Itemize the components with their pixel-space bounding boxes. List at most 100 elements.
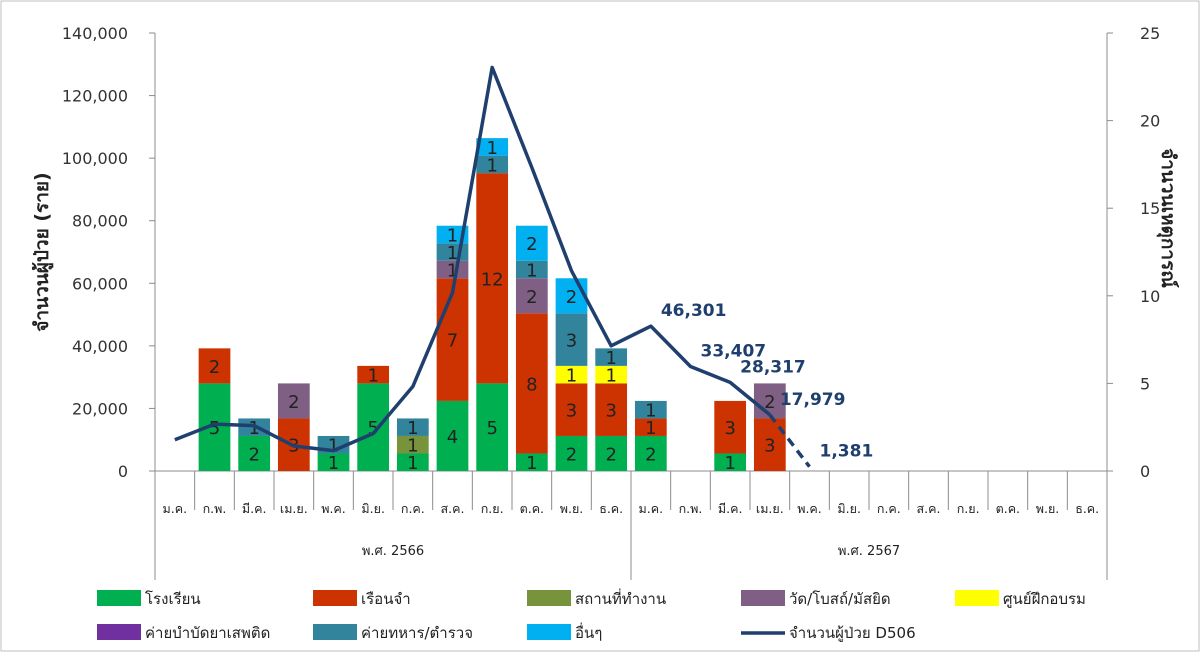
bar-segment xyxy=(515,453,548,471)
legend-label: วัด/โบสถ์/มัสยิด xyxy=(789,590,891,608)
bar-data-label: 4 xyxy=(447,427,458,448)
x-month-label: ก.ย. xyxy=(481,501,504,516)
bar-data-label: 2 xyxy=(526,234,537,255)
bar-segment xyxy=(515,225,548,261)
line-data-label: 33,407 xyxy=(701,341,767,361)
bar-data-label: 1 xyxy=(447,225,458,246)
x-month-label: เม.ย. xyxy=(280,501,308,516)
x-month-label: ก.ค. xyxy=(877,501,901,516)
bar-segment xyxy=(436,400,469,471)
x-month-label: ม.ค. xyxy=(639,501,664,516)
bar-segment xyxy=(595,365,628,384)
x-month-label: มี.ค. xyxy=(242,501,267,516)
bar-data-label: 1 xyxy=(248,418,259,439)
bar-data-label: 5 xyxy=(367,418,378,439)
bar-data-label: 1 xyxy=(526,261,537,282)
y-right-tick-label: 10 xyxy=(1140,287,1160,306)
bar-data-label: 1 xyxy=(486,138,497,159)
x-month-label: พ.ค. xyxy=(321,501,346,516)
bar-data-label: 12 xyxy=(481,269,504,290)
y-right-tick-label: 15 xyxy=(1140,199,1160,218)
y-right-tick-label: 20 xyxy=(1140,112,1160,131)
legend-label: จำนวนผู้ป่วย D506 xyxy=(789,624,916,642)
legend-label: ค่ายบำบัดยาเสพติด xyxy=(145,624,270,642)
x-month-label: ธ.ค. xyxy=(599,501,623,516)
legend-label: ค่ายทหาร/ตำรวจ xyxy=(361,624,473,642)
x-month-label: พ.ค. xyxy=(797,501,822,516)
x-month-label: ก.พ. xyxy=(203,501,227,516)
bar-data-label: 8 xyxy=(526,374,537,395)
x-month-label: ก.พ. xyxy=(679,501,703,516)
x-month-label: เม.ย. xyxy=(756,501,784,516)
bar-data-label: 7 xyxy=(447,331,458,352)
bar-data-label: 1 xyxy=(645,418,656,439)
legend-swatch xyxy=(313,590,357,606)
bar-segment xyxy=(634,418,667,436)
bar-data-label: 1 xyxy=(605,348,616,369)
y-left-tick-label: 60,000 xyxy=(72,274,128,293)
bar-data-label: 1 xyxy=(526,453,537,474)
bar-segment xyxy=(555,313,588,366)
bar-segment xyxy=(634,400,667,419)
bar-data-label: 2 xyxy=(605,444,616,465)
bar-data-label: 3 xyxy=(764,436,775,457)
bar-segment xyxy=(555,435,588,471)
x-month-label: ก.ย. xyxy=(957,501,980,516)
x-month-label: ต.ค. xyxy=(996,501,1020,516)
bar-segment xyxy=(277,383,310,419)
legend-label: เรือนจำ xyxy=(361,590,411,608)
y-left-axis-title: จำนวนผู้ป่วย (ราย) xyxy=(31,172,54,331)
legend-label: ศูนย์ฝึกอบรม xyxy=(1003,590,1086,608)
line-series-path xyxy=(174,65,771,453)
bar-data-label: 1 xyxy=(724,453,735,474)
bar-data-label: 1 xyxy=(605,366,616,387)
bar-data-label: 1 xyxy=(407,436,418,457)
bar-segment xyxy=(436,278,469,401)
y-right-axis-title: จำนวนเหตุการณ์ xyxy=(1156,148,1179,288)
bar-segment xyxy=(198,348,231,384)
legend-swatch xyxy=(313,624,357,640)
x-month-label: ส.ค. xyxy=(441,501,465,516)
bar-data-label: 1 xyxy=(328,436,339,457)
bar-data-label: 1 xyxy=(367,366,378,387)
bar-segment xyxy=(634,435,667,471)
x-month-label: ก.ค. xyxy=(401,501,425,516)
x-year-label: พ.ศ. 2567 xyxy=(838,544,900,559)
y-right-tick-label: 0 xyxy=(1140,462,1150,481)
bar-segment xyxy=(555,365,588,384)
line-data-label: 17,979 xyxy=(780,390,846,410)
y-left-tick-label: 40,000 xyxy=(72,337,128,356)
legend-swatch xyxy=(97,590,141,606)
bar-segment xyxy=(555,383,588,436)
y-left-tick-label: 120,000 xyxy=(62,87,128,106)
bar-segment xyxy=(555,278,588,314)
bar-segment xyxy=(396,453,429,471)
bar-segment xyxy=(317,453,350,471)
legend-label: โรงเรียน xyxy=(145,590,201,608)
bar-segment xyxy=(595,383,628,436)
bar-data-label: 2 xyxy=(645,444,656,465)
legend-swatch xyxy=(527,590,571,606)
y-left-tick-label: 0 xyxy=(118,462,128,481)
bar-data-label: 2 xyxy=(209,357,220,378)
bar-data-label: 1 xyxy=(447,261,458,282)
line-data-label: 46,301 xyxy=(661,301,727,321)
bar-segment xyxy=(357,383,390,471)
bar-data-label: 1 xyxy=(407,453,418,474)
bar-data-label: 3 xyxy=(724,418,735,439)
bar-segment xyxy=(436,260,469,279)
bar-segment xyxy=(396,435,429,454)
bar-segment xyxy=(515,278,548,314)
bar-data-label: 3 xyxy=(566,331,577,352)
bar-data-label: 2 xyxy=(566,444,577,465)
bar-data-label: 1 xyxy=(328,453,339,474)
legend-swatch xyxy=(741,590,785,606)
line-data-label: 28,317 xyxy=(740,357,806,377)
y-left-tick-label: 80,000 xyxy=(72,212,128,231)
line-series-dashed-tail xyxy=(768,413,811,468)
bar-segment xyxy=(595,435,628,471)
bar-data-label: 2 xyxy=(248,444,259,465)
